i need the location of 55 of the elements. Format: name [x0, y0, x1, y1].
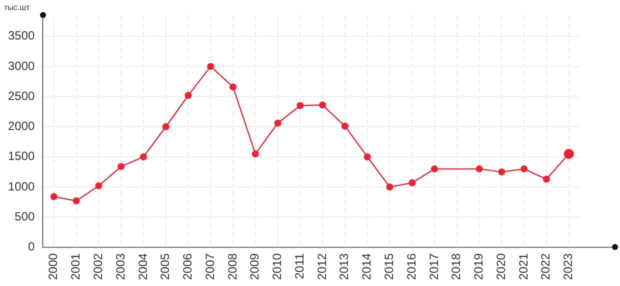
- x-tick-label: 2021: [516, 252, 530, 280]
- x-tick-label: 2022: [538, 252, 553, 280]
- y-tick-label: 2500: [8, 88, 36, 103]
- x-tick-label: 2005: [158, 252, 172, 280]
- y-tick-label: 500: [14, 209, 36, 224]
- x-tick-label: 2008: [225, 252, 240, 280]
- x-tick-label: 2023: [561, 252, 576, 280]
- point: [72, 197, 80, 204]
- y-tick-label: 3000: [8, 58, 36, 73]
- point: [408, 179, 416, 186]
- point: [296, 102, 304, 110]
- x-tick-label: 2020: [494, 252, 508, 280]
- y-tick-label: 3500: [8, 28, 36, 43]
- point: [50, 193, 58, 200]
- point: [118, 163, 125, 170]
- y-tick-label: 0: [28, 240, 36, 254]
- point: [319, 102, 326, 109]
- point: [430, 165, 438, 172]
- x-tick-label: 2006: [180, 252, 195, 280]
- x-tick-label: 2017: [426, 252, 441, 280]
- x-tick-label: 2010: [270, 252, 284, 280]
- x-tick-label: 2000: [46, 252, 60, 280]
- x-tick-label: 2009: [248, 252, 262, 280]
- point: [95, 182, 102, 190]
- x-tick-label: 2018: [449, 252, 464, 280]
- point: [476, 165, 483, 172]
- y-tick-label: 2000: [8, 119, 36, 134]
- x-tick-label: 2001: [68, 252, 83, 280]
- x-tick-label: 2004: [136, 252, 150, 280]
- point: [140, 153, 147, 160]
- point: [162, 123, 170, 130]
- point: [498, 168, 506, 176]
- y-axis-title: тыс.шт: [4, 3, 30, 12]
- x-tick-label: 2003: [113, 252, 128, 280]
- point: [229, 83, 236, 90]
- point: [386, 184, 394, 191]
- point: [542, 176, 550, 183]
- x-tick-label: 2007: [202, 252, 217, 280]
- y-tick-label: 1000: [8, 179, 36, 194]
- point: [252, 150, 259, 158]
- point: [341, 122, 348, 130]
- x-tick-label: 2016: [404, 252, 418, 280]
- x-tick-label: 2012: [314, 252, 329, 280]
- x-tick-label: 2013: [337, 252, 352, 280]
- point: [274, 120, 282, 127]
- x-tick-label: 2002: [90, 252, 105, 280]
- point: [364, 153, 371, 160]
- y-tick-label: 1500: [8, 149, 36, 164]
- point: [520, 165, 528, 172]
- x-tick-label: 2011: [292, 252, 306, 280]
- point: [184, 92, 192, 99]
- point: [207, 62, 214, 70]
- x-tick-label: 2014: [360, 252, 374, 280]
- x-tick-label: 2019: [472, 252, 486, 280]
- x-tick-label: 2015: [382, 252, 396, 280]
